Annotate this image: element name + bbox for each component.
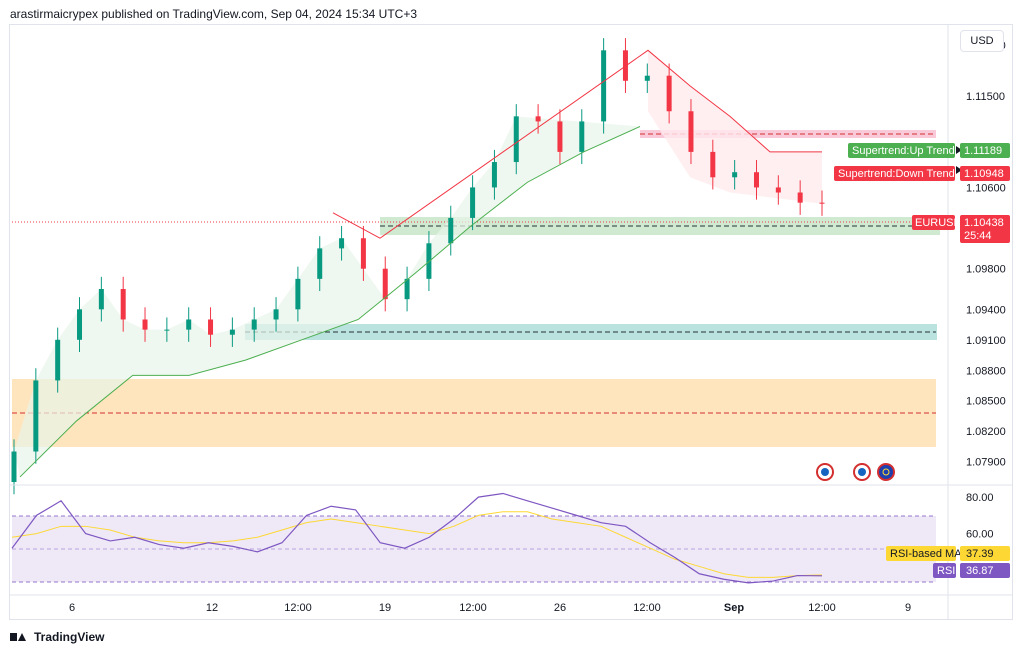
candle-body	[55, 339, 61, 381]
candle-body	[535, 116, 541, 122]
tradingview-logo-icon	[10, 631, 28, 643]
candle-body	[753, 172, 759, 188]
currency-selector[interactable]: USD	[960, 30, 1004, 52]
candle-body	[491, 162, 497, 188]
eu-flag-icon	[877, 463, 895, 481]
svg-text:1.10948: 1.10948	[964, 168, 1004, 180]
supertrend-up-fill	[14, 116, 640, 477]
candle-body	[404, 278, 410, 300]
time-tick-label: Sep	[724, 602, 744, 614]
candle-body	[77, 309, 83, 340]
price-tick-label: 1.09100	[966, 335, 1006, 347]
candle-body	[120, 289, 126, 320]
candle-body	[710, 151, 716, 178]
candle-body	[797, 192, 803, 203]
candle-body	[295, 278, 301, 310]
price-tick-label: 1.09400	[966, 304, 1006, 316]
rsi-tick-label: 60.00	[966, 529, 994, 541]
svg-text:36.87: 36.87	[966, 565, 994, 577]
candle-body	[382, 268, 388, 300]
svg-text:25:44: 25:44	[964, 230, 992, 242]
candle-body	[317, 248, 323, 279]
svg-text:EURUSD: EURUSD	[915, 217, 962, 229]
candle-body	[11, 451, 17, 482]
candle-body	[688, 111, 694, 152]
candle-body	[666, 75, 672, 112]
price-tick-label: 1.08200	[966, 426, 1006, 438]
candle-body	[470, 187, 476, 218]
price-tick-label: 1.07900	[966, 457, 1006, 469]
candle-body	[251, 319, 257, 330]
time-tick-label: 19	[379, 602, 391, 614]
time-tick-label: 12:00	[633, 602, 661, 614]
candle-body	[579, 121, 585, 152]
symbol-price-label: EURUSD 1.10438 25:44	[912, 215, 1010, 243]
price-tick-label: 1.08500	[966, 396, 1006, 408]
time-tick-label: 12	[206, 602, 218, 614]
time-tick-label: 6	[69, 602, 75, 614]
candle-body	[601, 50, 607, 122]
supertrend-up-line	[19, 126, 641, 478]
price-tick-label: 1.11500	[966, 91, 1005, 103]
supertrend-up-label: Supertrend:Up Trend 1.11189	[848, 143, 1010, 158]
candle-body	[142, 319, 148, 330]
time-tick-label: 12:00	[459, 602, 487, 614]
candle-body	[164, 329, 170, 331]
supertrend-down-line	[332, 49, 822, 239]
candle-body	[33, 380, 39, 452]
candle-body	[775, 187, 781, 193]
candle-body	[208, 319, 214, 335]
rsi-ma-line	[11, 511, 823, 578]
svg-text:RSI: RSI	[937, 565, 955, 577]
rsi-label: RSI 36.87	[933, 563, 1010, 578]
rsi-tick-label: 80.00	[966, 492, 994, 504]
supertrend-down-fill	[648, 50, 822, 204]
time-tick-label: 26	[554, 602, 566, 614]
candle-body	[186, 319, 192, 330]
svg-text:Supertrend:Down Trend: Supertrend:Down Trend	[838, 168, 955, 180]
candle-body	[732, 172, 738, 178]
svg-text:37.39: 37.39	[966, 548, 994, 560]
svg-text:Supertrend:Up Trend: Supertrend:Up Trend	[852, 145, 955, 157]
candle-body	[644, 75, 650, 81]
rsi-line	[11, 492, 823, 584]
supertrend-down-label: Supertrend:Down Trend 1.10948	[834, 166, 1010, 181]
time-tick-label: 12:00	[808, 602, 836, 614]
time-tick-label: 9	[905, 602, 911, 614]
svg-text:1.11189: 1.11189	[964, 145, 1002, 157]
price-tick-label: 1.10600	[966, 182, 1006, 194]
news-icons[interactable]	[816, 463, 895, 481]
rsi-ma-label: RSI-based MA 37.39	[886, 546, 1010, 561]
candle-body	[339, 238, 345, 249]
time-tick-label: 12:00	[284, 602, 312, 614]
candle-body	[273, 309, 279, 320]
candle-body	[229, 329, 235, 335]
candle-body	[557, 121, 563, 152]
candle-body	[819, 202, 825, 204]
candle-body	[448, 217, 454, 244]
candle-body	[98, 289, 104, 310]
chart-frame	[9, 24, 1013, 620]
svg-text:RSI-based MA: RSI-based MA	[890, 548, 962, 560]
candle-body	[360, 238, 366, 269]
publish-header: arastirmaicrypex published on TradingVie…	[10, 7, 418, 21]
candle-body	[513, 116, 519, 163]
svg-text:1.10438: 1.10438	[964, 217, 1004, 229]
footer-brand-label: TradingView	[34, 630, 105, 644]
price-tick-label: 1.09800	[966, 264, 1006, 276]
price-tick-label: 1.08800	[966, 365, 1006, 377]
footer-brand[interactable]: TradingView	[10, 630, 104, 644]
